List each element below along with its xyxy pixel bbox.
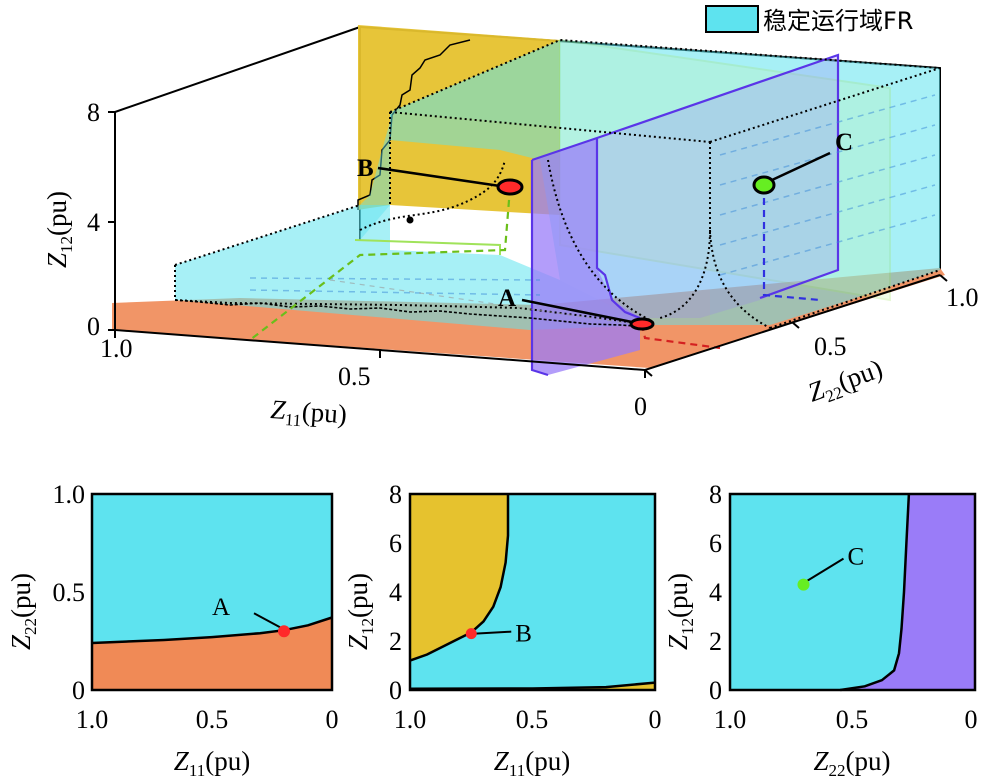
left-xlabel: Z11(pu) (174, 746, 250, 780)
x-tick-1.0: 1.0 (100, 334, 133, 363)
mid-ytick-8: 8 (389, 480, 402, 509)
z-tick-8: 8 (87, 98, 100, 127)
z12-region-edge (357, 39, 471, 210)
mid-xlabel: Z11(pu) (494, 746, 570, 780)
x-tick-0.5: 0.5 (338, 362, 371, 391)
right-boundary (840, 493, 911, 692)
x-axis-label: Z11(pu) (269, 394, 348, 433)
left-xtick-0: 0 (326, 705, 339, 734)
y-tick-0.5: 0.5 (814, 332, 847, 361)
marker-b-3d (496, 178, 524, 196)
right-region-z22 (840, 494, 975, 690)
mid-boundary (409, 494, 510, 662)
projection-c (762, 186, 821, 302)
x-axis-ticks (114, 330, 646, 378)
right-ytick-4: 4 (709, 578, 722, 607)
x-tick-0: 0 (634, 392, 647, 421)
label-a-3d: A (498, 285, 516, 312)
z-tick-0: 0 (87, 312, 100, 341)
legend-label: 稳定运行域FR (763, 7, 913, 35)
marker-c-3d (752, 175, 776, 195)
projection-floor (329, 279, 641, 326)
right-leader-c (806, 557, 845, 582)
right-ytick-0: 0 (709, 676, 722, 705)
z-tick-4: 4 (87, 208, 100, 237)
right-ytick-8: 8 (709, 480, 722, 509)
leader-b (377, 166, 501, 188)
stable-region-back-left (360, 112, 392, 240)
left-ytick-1.0: 1.0 (53, 480, 86, 509)
leader-c (771, 151, 831, 182)
panel-3d: 8 4 0 Z12(pu) 1.0 0.5 0 Z11(pu) 0.5 1.0 … (42, 25, 979, 433)
mid-xtick-0: 0 (649, 705, 662, 734)
panel-left: 1.0 0.5 0 1.0 0.5 0 Z11(pu) Z22(pu) A (6, 480, 339, 780)
y-tick-1.0: 1.0 (946, 283, 979, 312)
small-dot (406, 216, 414, 224)
right-xtick-1.0: 1.0 (714, 705, 747, 734)
panel-right: 8 6 4 2 0 1.0 0.5 0 Z22(pu) Z12(pu) C (663, 480, 978, 780)
mid-xtick-0.5: 0.5 (516, 705, 549, 734)
mid-marker-b (465, 628, 477, 640)
mid-frame (408, 492, 657, 692)
mid-ytick-6: 6 (389, 529, 402, 558)
stable-region-right-face (710, 68, 940, 325)
left-xtick-0.5: 0.5 (196, 705, 229, 734)
mid-ytick-2: 2 (389, 627, 402, 656)
left-ytick-0: 0 (72, 676, 85, 705)
green-plane-left (354, 239, 501, 255)
label-c-3d: C (835, 129, 853, 156)
left-ytick-0.5: 0.5 (53, 578, 86, 607)
legend-swatch (705, 5, 759, 33)
projection-b (249, 187, 512, 341)
left-leader-a (253, 612, 281, 629)
left-xtick-1.0: 1.0 (76, 705, 109, 734)
leader-a (521, 298, 633, 324)
left-label-a: A (212, 594, 230, 621)
z-axis-ticks (108, 111, 115, 331)
dotted-boundaries (174, 38, 941, 329)
mid-boundary-bottom (409, 681, 656, 691)
right-xlabel: Z22(pu) (813, 746, 890, 780)
mid-label-b: B (515, 621, 532, 648)
mid-xtick-1.0: 1.0 (394, 705, 427, 734)
z-axis-label: Z12(pu) (42, 191, 76, 268)
left-frame (90, 492, 334, 692)
mid-region-z12 (410, 494, 508, 661)
right-label-c: C (848, 544, 865, 571)
z22-plane-outline (530, 53, 840, 377)
bottom-boundary-wavy (174, 299, 651, 328)
left-ylabel: Z22(pu) (6, 573, 40, 650)
right-xtick-0: 0 (965, 705, 978, 734)
mid-ytick-0: 0 (389, 676, 402, 705)
mid-ylabel: Z12(pu) (343, 573, 377, 650)
right-ytick-2: 2 (709, 627, 722, 656)
marker-a-3d (629, 317, 655, 331)
right-ylabel: Z12(pu) (663, 573, 697, 650)
label-b-3d: B (357, 155, 374, 182)
y-axis-label: Z22(pu) (804, 353, 888, 411)
right-marker-c (797, 578, 810, 591)
stable-region-top (390, 40, 940, 142)
left-boundary (91, 616, 333, 645)
legend: 稳定运行域FR (705, 5, 913, 35)
right-xtick-0.5: 0.5 (836, 705, 869, 734)
right-frame (728, 492, 977, 692)
panel-middle: 8 6 4 2 0 1.0 0.5 0 Z11(pu) Z12(pu) B (343, 480, 662, 780)
mid-ytick-4: 4 (389, 578, 402, 607)
mid-leader-b (475, 630, 512, 635)
y-axis-ticks (644, 274, 948, 377)
left-region-z11 (92, 617, 332, 690)
left-marker-a (278, 625, 290, 638)
right-ytick-6: 6 (709, 529, 722, 558)
z22-region-plane-front (532, 138, 640, 375)
